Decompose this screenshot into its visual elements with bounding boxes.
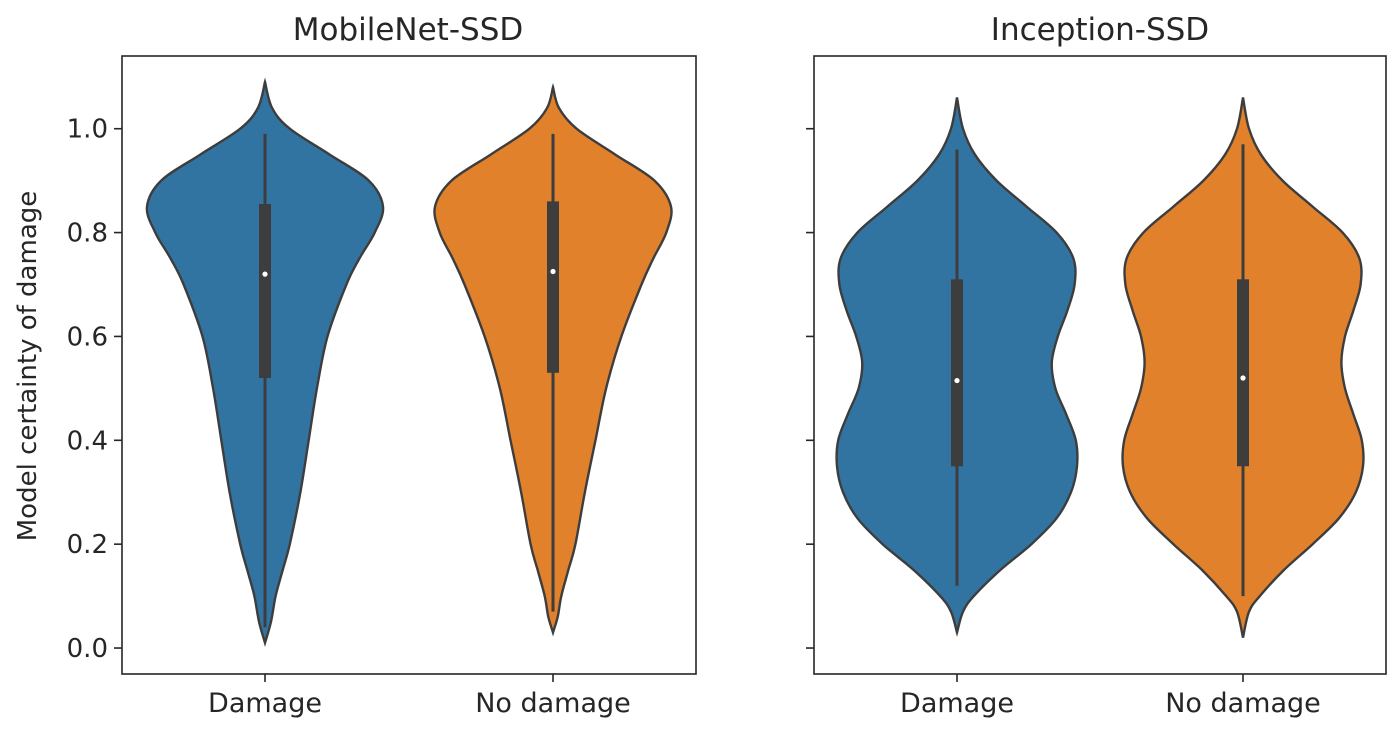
iqr-box: [547, 201, 559, 373]
plot-frame: [813, 55, 1387, 675]
panel-mobilenet-ssd: MobileNet-SSD Model certainty of damage …: [13, 12, 697, 719]
median-dot: [954, 377, 960, 384]
y-tick-label: 0.6: [67, 322, 108, 352]
median-dot: [262, 271, 268, 277]
y-tick-label: 1.0: [67, 115, 108, 145]
y-tick-label: 0.2: [67, 530, 108, 560]
x-category-label-damage: Damage: [208, 688, 322, 719]
iqr-box: [1237, 279, 1249, 467]
plot-frame: [121, 55, 697, 675]
y-tick-label: 0.0: [67, 634, 108, 664]
iqr-box: [951, 279, 963, 467]
y-tick-label: 0.8: [67, 219, 108, 249]
median-dot: [1240, 375, 1246, 381]
panel-title: Inception-SSD: [991, 12, 1209, 48]
iqr-box: [259, 204, 271, 378]
x-category-label-damage: Damage: [900, 688, 1014, 719]
panel-title: MobileNet-SSD: [293, 12, 524, 48]
y-tick-label: 0.4: [67, 426, 108, 456]
panel-inception-ssd: Inception-SSD Damage No damage: [806, 12, 1387, 719]
x-category-label-no-damage: No damage: [1165, 688, 1321, 719]
y-axis-label: Model certainty of damage: [13, 191, 43, 542]
x-category-label-no-damage: No damage: [475, 688, 631, 719]
median-dot: [550, 268, 556, 275]
